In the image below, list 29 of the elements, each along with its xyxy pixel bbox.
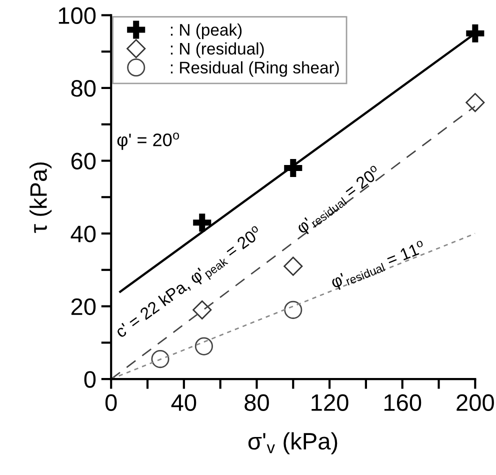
point [194,337,213,356]
legend-label: : N (residual) [170,42,264,58]
annotation: φ'$_{residual}$ = 11$^{o}$ [330,240,428,292]
y-axis-title: τ (kPa) [30,162,52,233]
x-tick-label: 80 [244,394,269,411]
point [151,350,170,368]
y-tick-label: 20 [71,298,96,316]
y-tick-label: 80 [71,80,96,97]
point [192,300,212,320]
annotation: φ'$_{residual}$ = 20$^{o}$ [295,164,384,237]
y-tick-label: 100 [58,7,96,24]
x-tick-label: 0 [105,394,117,411]
legend-label: : Residual (Ring shear) [170,61,339,77]
x-tick-label: 120 [312,394,348,411]
x-axis-title: σ'$_{v}$ (kPa) [248,432,338,454]
point [284,256,303,276]
y-tick-label: 40 [70,226,96,242]
annotation: c' = 22 kPa, φ'$_{peak}$ = 20$^{o}$ [114,225,266,342]
y-tick-label: 60 [71,152,96,170]
point [466,24,484,42]
x-tick-label: 40 [171,394,196,411]
y-tick-label: 0 [84,371,96,388]
point [193,214,212,232]
annotation: φ' = 20$^{o}$ [117,132,180,150]
x-tick-label: 200 [456,394,494,411]
point [466,92,485,112]
x-tick-label: 160 [384,394,422,411]
legend-label: : N (peak) [170,24,242,40]
point [284,300,302,319]
